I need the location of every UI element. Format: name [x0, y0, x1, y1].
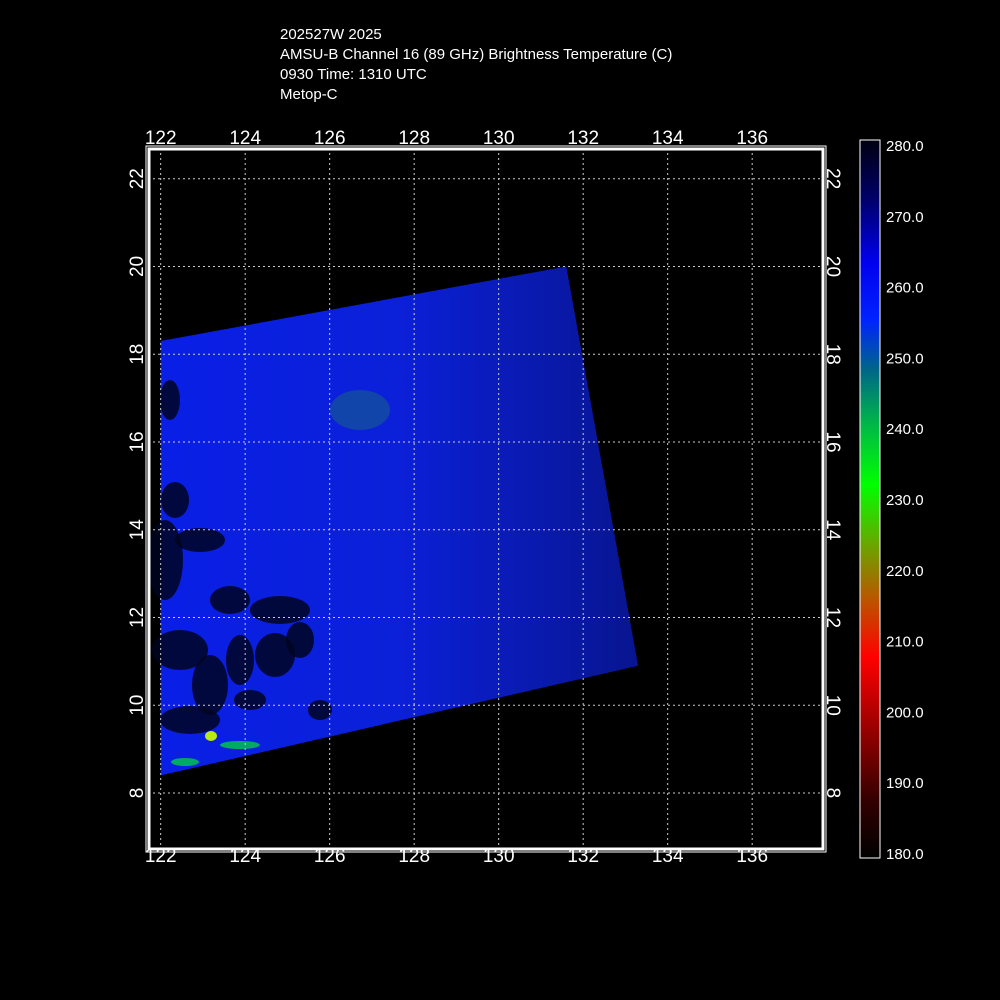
colorbar-tick-label: 230.0 [886, 492, 924, 509]
x-tick-label-bottom: 136 [736, 846, 768, 867]
y-tick-label-right: 8 [822, 788, 843, 799]
x-tick-label-top: 128 [398, 128, 430, 149]
y-tick-label-right: 18 [822, 344, 843, 365]
colorbar-tick-label: 280.0 [886, 138, 924, 155]
x-tick-label-top: 126 [314, 128, 346, 149]
land-feature [175, 528, 225, 552]
chart-title: AMSU-B Channel 16 (89 GHz) Brightness Te… [280, 46, 673, 63]
land-feature [226, 635, 254, 685]
x-tick-label-top: 134 [652, 128, 684, 149]
tick-labels: 1221221241241261261281281301301321321341… [127, 128, 843, 867]
land-feature [192, 655, 228, 715]
land-feature [160, 706, 220, 734]
x-tick-label-top: 122 [145, 128, 177, 149]
colorbar-tick-label: 190.0 [886, 775, 924, 792]
y-tick-label-left: 22 [127, 168, 148, 189]
x-tick-label-top: 124 [229, 128, 261, 149]
colorbar-tick-label: 270.0 [886, 209, 924, 226]
satellite-label: Metop-C [280, 86, 338, 103]
storm-id-label: 202527W 2025 [280, 26, 382, 43]
y-tick-label-left: 20 [127, 256, 148, 277]
y-tick-label-right: 20 [822, 256, 843, 277]
colorbar: 280.0 270.0 260.0 250.0 240.0 230.0 220.0 210.0… [859, 138, 924, 863]
x-tick-label-bottom: 126 [314, 846, 346, 867]
colorbar-bar [859, 139, 881, 859]
x-tick-label-bottom: 124 [229, 846, 261, 867]
x-tick-label-bottom: 130 [483, 846, 515, 867]
y-tick-label-right: 12 [822, 607, 843, 628]
grid-layer [148, 148, 824, 850]
x-tick-label-top: 130 [483, 128, 515, 149]
chart-header: 202527W 2025 AMSU-B Channel 16 (89 GHz) … [280, 25, 672, 105]
colorbar-tick-label: 210.0 [886, 634, 924, 651]
x-tick-label-bottom: 122 [145, 846, 177, 867]
land-feature [150, 520, 183, 600]
y-tick-label-left: 10 [127, 695, 148, 716]
plot-frame-outer [145, 145, 827, 853]
y-tick-label-left: 12 [127, 607, 148, 628]
frame-layer [145, 145, 827, 853]
y-tick-label-right: 14 [822, 519, 843, 541]
y-tick-label-left: 8 [127, 788, 148, 799]
land-feature [210, 586, 250, 614]
colorbar-tick-label: 250.0 [886, 350, 924, 367]
colorbar-tick-label: 200.0 [886, 704, 924, 721]
x-tick-label-top: 132 [567, 128, 599, 149]
green-band [171, 758, 199, 766]
y-tick-label-left: 14 [127, 519, 148, 541]
colorbar-tick-label: 180.0 [886, 846, 924, 863]
hot-spot [205, 731, 217, 741]
y-tick-label-right: 16 [822, 431, 843, 452]
green-band [220, 741, 260, 749]
swath-layer [150, 266, 639, 776]
warm-region [330, 390, 390, 430]
land-feature [234, 690, 266, 710]
land-feature [161, 482, 189, 518]
land-feature [250, 596, 310, 624]
x-tick-label-bottom: 128 [398, 846, 430, 867]
time-label: 0930 Time: 1310 UTC [280, 66, 427, 83]
x-tick-label-bottom: 132 [567, 846, 599, 867]
satellite-swath [160, 266, 639, 776]
colorbar-tick-label: 260.0 [886, 280, 924, 297]
plot-frame [147, 147, 825, 851]
land-feature [152, 630, 208, 670]
land-feature [308, 700, 332, 720]
y-tick-label-left: 16 [127, 431, 148, 452]
y-tick-label-right: 10 [822, 695, 843, 716]
y-tick-label-right: 22 [822, 168, 843, 189]
y-tick-label-left: 18 [127, 344, 148, 365]
colorbar-tick-label: 240.0 [886, 421, 924, 438]
land-feature [255, 633, 295, 677]
colorbar-tick-label: 220.0 [886, 563, 924, 580]
land-feature [160, 380, 180, 420]
x-tick-label-top: 136 [736, 128, 768, 149]
land-feature [286, 622, 314, 658]
x-tick-label-bottom: 134 [652, 846, 684, 867]
